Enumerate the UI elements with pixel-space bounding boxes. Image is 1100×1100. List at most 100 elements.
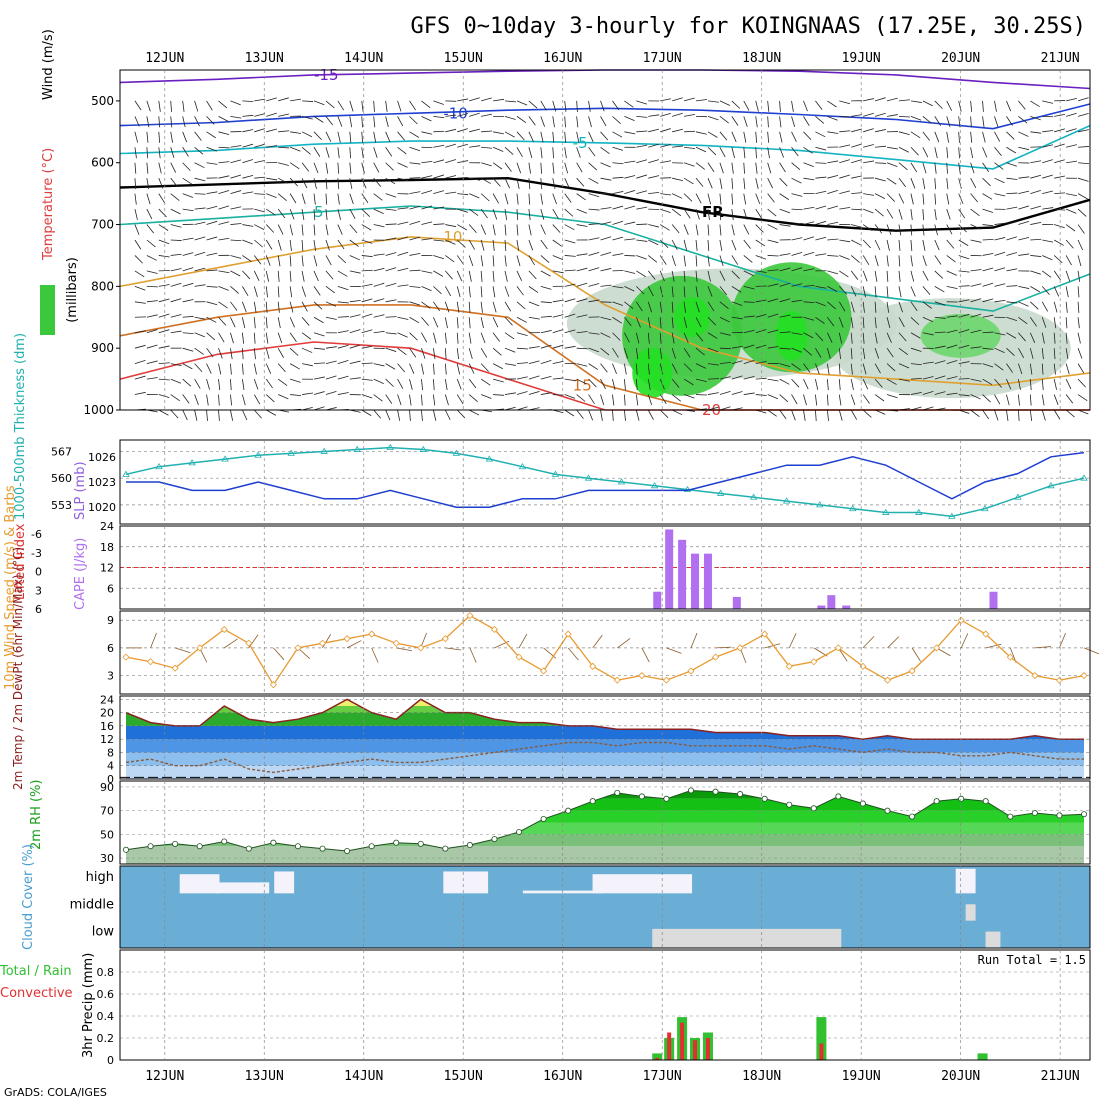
wind-barb (636, 100, 647, 105)
wind-barb (982, 314, 994, 318)
wind-barb (671, 286, 674, 298)
wind-barb (349, 100, 354, 112)
wind-barb (337, 392, 349, 395)
wind-barb (1030, 146, 1042, 148)
wind-barb (922, 270, 929, 281)
wind-barb (707, 363, 719, 366)
wind-barb (994, 147, 1002, 156)
wind-barb (277, 347, 284, 358)
isotherm-label: -5 (573, 134, 588, 152)
thickness-marker (782, 497, 791, 504)
wind-barb (647, 394, 653, 406)
wind-barb (743, 224, 750, 235)
wind-barb (564, 116, 566, 128)
rh-point (491, 836, 498, 843)
wind-barb (827, 301, 836, 310)
wind-barb (898, 146, 909, 153)
cape-bar (817, 605, 826, 609)
wind-barb (636, 115, 648, 118)
thickness-marker (948, 512, 956, 519)
wind-barb (421, 379, 424, 391)
wind-barb (206, 394, 209, 406)
wind-barb (671, 208, 682, 217)
wind-barb (684, 130, 696, 133)
wind-barb (456, 332, 459, 344)
wind-barb (851, 239, 862, 246)
thickness-marker (749, 493, 758, 500)
wind-barb (719, 147, 726, 158)
wind-barb (361, 147, 364, 159)
wind-barb (641, 647, 650, 663)
wind-barb (922, 100, 933, 107)
cape-bar (842, 605, 851, 609)
wind-barb (385, 177, 396, 185)
wind-barb (898, 224, 902, 236)
wind-speed-point (761, 630, 769, 638)
wind-barb (1066, 128, 1077, 133)
wind-barb (743, 301, 755, 303)
wind-barb (158, 362, 170, 365)
wind-barb (337, 344, 349, 349)
wind-barb (731, 147, 735, 159)
wind-barb (779, 282, 791, 287)
wind-barb (946, 100, 953, 111)
wind-barb (1018, 131, 1029, 137)
wind-barb (898, 131, 910, 135)
wind-barb (874, 301, 877, 313)
thickness-marker (617, 478, 626, 485)
wind-barb (516, 362, 528, 365)
wind-barb (1018, 301, 1029, 307)
wind-barb (253, 394, 261, 405)
wind-barb (301, 131, 313, 138)
wind-barb (600, 347, 610, 356)
legend-wind: Wind (m/s) (41, 29, 56, 100)
wind-barb (313, 391, 325, 395)
wind-speed-point (638, 671, 646, 680)
wind-barb (1030, 174, 1042, 179)
wind-barb (313, 147, 321, 157)
wind-barb (492, 193, 499, 204)
rh-point (761, 795, 768, 802)
wind-barb (468, 317, 471, 329)
wind-barb (170, 268, 182, 272)
wind-barb (707, 270, 711, 282)
wind-barb (552, 270, 564, 274)
wind-barb (325, 346, 337, 349)
wind-barb (994, 237, 1006, 241)
wind-barb (456, 255, 464, 265)
wind-barb (779, 347, 791, 350)
rh-point (786, 801, 793, 808)
wind-barb (612, 162, 624, 165)
wind-barb (1054, 224, 1065, 229)
wind-barb (946, 131, 950, 143)
wind-barb (552, 344, 564, 349)
wind-barb (528, 239, 534, 251)
wind-barb (672, 145, 684, 148)
wind-barb (612, 131, 623, 138)
wind-barb (218, 317, 227, 326)
wind-barb (493, 131, 504, 135)
wind-barb (648, 255, 658, 263)
wind-barb (1066, 98, 1077, 102)
wind-barb (230, 363, 232, 375)
wind-barb (946, 270, 957, 276)
wind-barb (445, 143, 456, 148)
wind-barb (576, 298, 588, 303)
wind-barb (469, 145, 481, 148)
wind-barb (516, 270, 523, 282)
wind-barb (743, 147, 746, 159)
wind-barb (397, 207, 409, 210)
wind-barb (134, 301, 146, 304)
wind-barb (158, 239, 170, 245)
wind-barb (612, 301, 623, 306)
wind-barb (266, 409, 277, 416)
wind-barb (170, 282, 182, 287)
wind-barb (600, 409, 603, 421)
wind-barb (719, 301, 729, 310)
wind-barb (199, 647, 208, 663)
wind-barb (994, 347, 1005, 354)
wind-barb (480, 177, 491, 184)
wind-barb (863, 98, 875, 102)
wind-barb (862, 394, 870, 404)
wind-barb (755, 255, 767, 260)
